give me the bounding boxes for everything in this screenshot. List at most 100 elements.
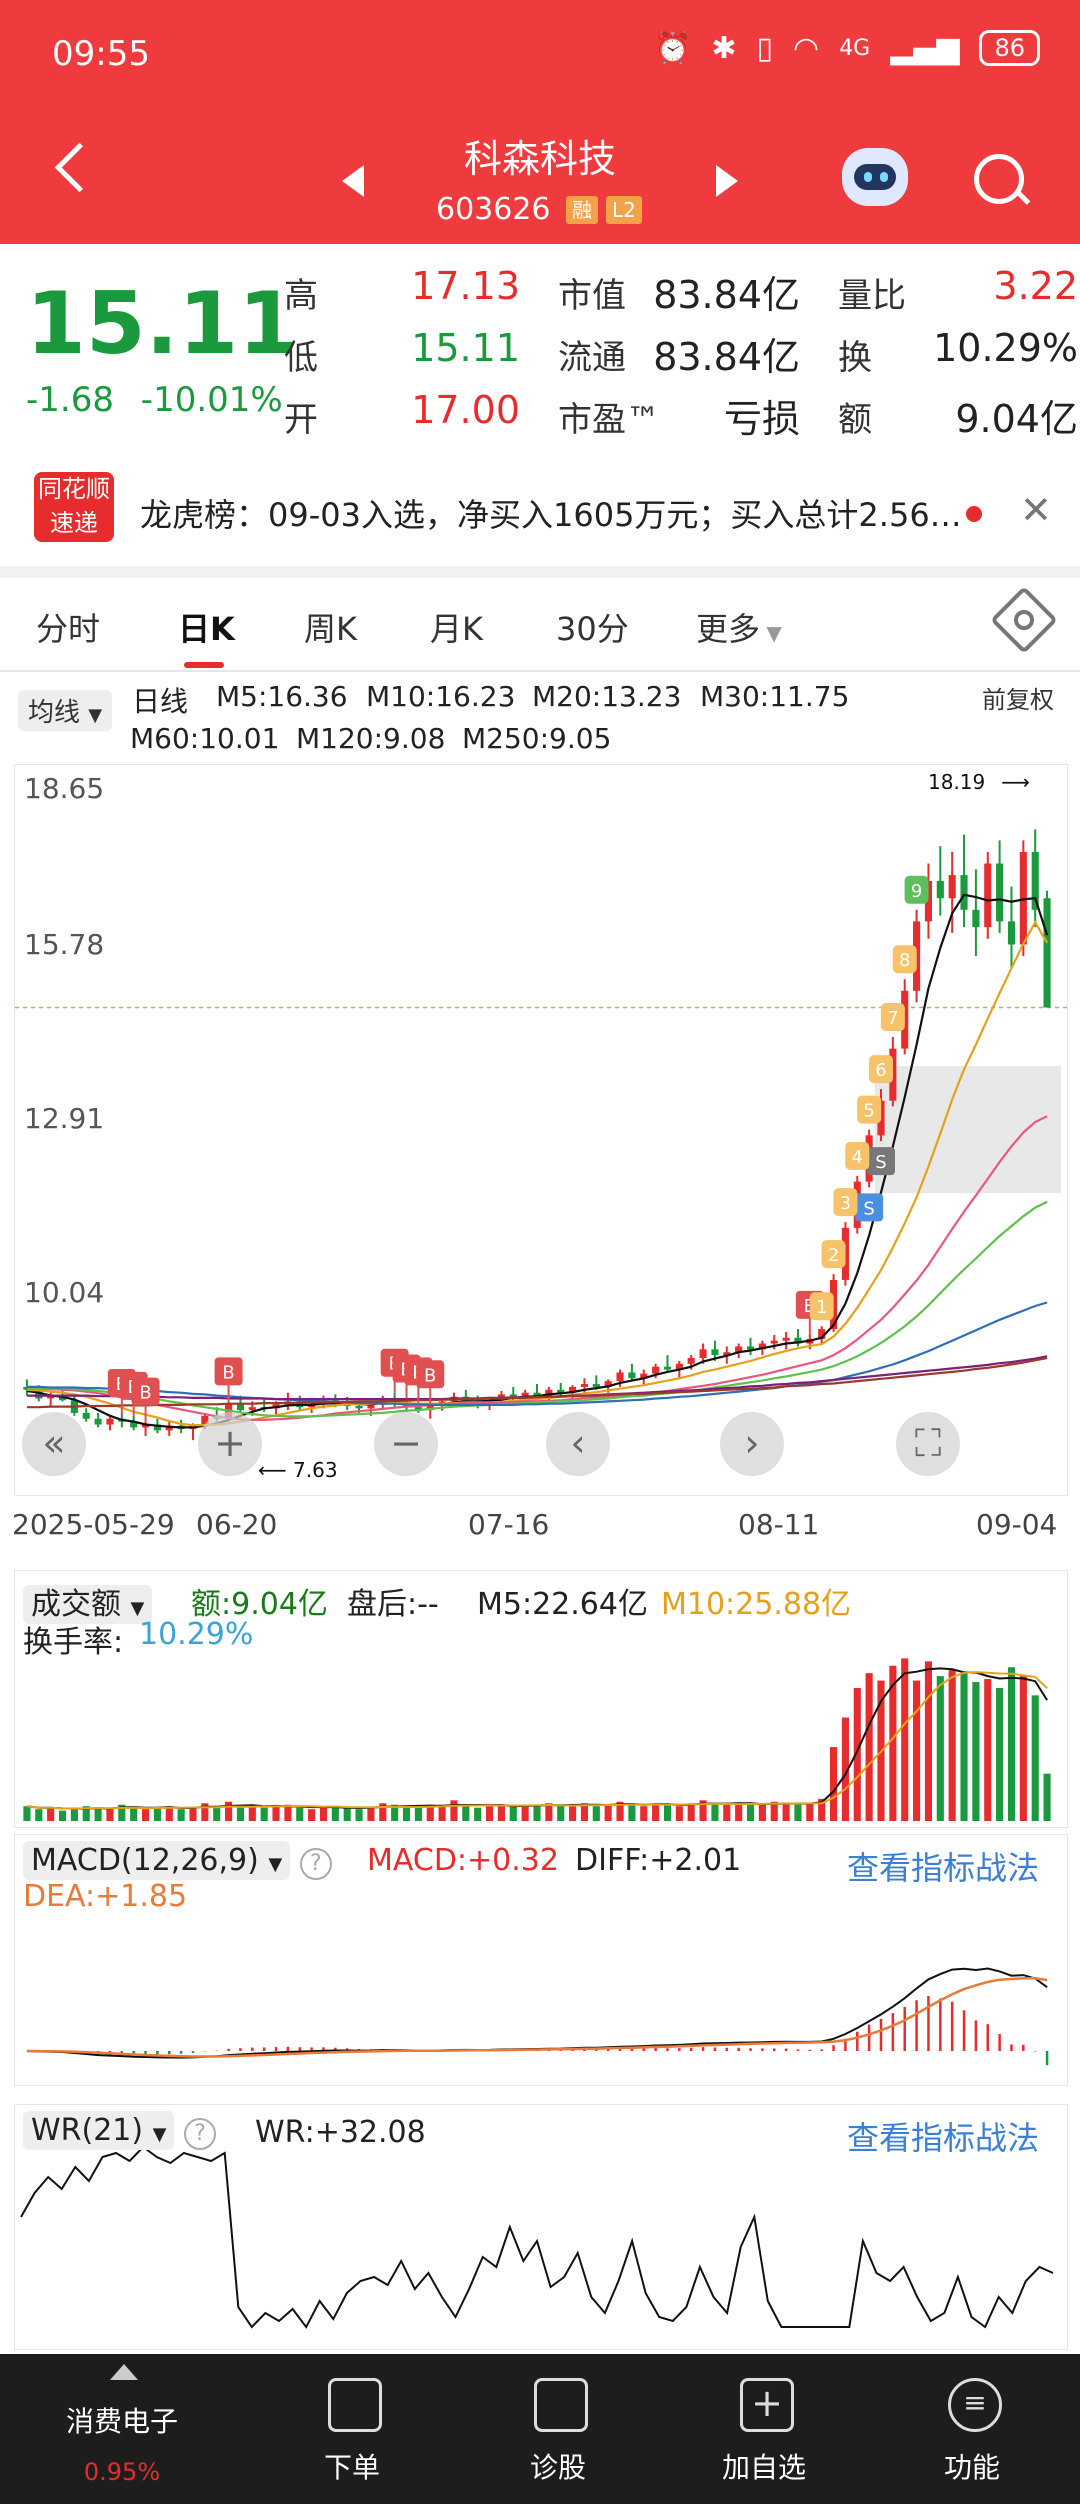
candle-body (984, 863, 992, 928)
volume-bar (35, 1809, 43, 1821)
quote-field-value: 9.04亿 (955, 397, 1078, 441)
tab-weekly-k[interactable]: 周K (304, 610, 357, 648)
ma-line-m10 (26, 920, 1049, 1427)
volume-bar (284, 1804, 292, 1821)
volume-bar (402, 1806, 411, 1821)
fast-back-button[interactable]: « (22, 1412, 86, 1476)
candle-body (782, 1337, 790, 1341)
candle-body (723, 1352, 731, 1356)
volume-m10: M10:25.88亿 (661, 1587, 852, 1622)
candle-body (770, 1340, 778, 1344)
chevron-down-icon: ▼ (88, 705, 103, 726)
quote-field-value: 83.84亿 (653, 273, 800, 317)
period-tabs: 分时 日K 周K 月K 30分 更多 ▼ (0, 578, 1080, 672)
wr-panel[interactable]: WR(21) ▼ ? WR:+32.08 查看指标战法 (14, 2104, 1068, 2350)
volume-bar (758, 1804, 766, 1821)
volume-bar (1043, 1773, 1051, 1821)
volume-bar (984, 1679, 992, 1821)
kline-chart[interactable]: BBBBBBBBBSS123456789 (14, 764, 1068, 1496)
sell-marker-label: S (863, 1198, 874, 1219)
zoom-out-button[interactable]: − (374, 1412, 438, 1476)
candle-body (141, 1424, 150, 1428)
wr-line (20, 2145, 1054, 2329)
search-icon[interactable] (974, 154, 1024, 204)
wr-strategy-link[interactable]: 查看指标战法 (847, 2119, 1040, 2157)
assistant-robot-icon[interactable] (842, 148, 908, 206)
signal-icon: ▂▄▆ (890, 30, 960, 66)
add-icon: + (740, 2378, 794, 2432)
count-marker (857, 1095, 882, 1124)
count-marker-label: 9 (911, 881, 922, 902)
volume-bar (450, 1800, 458, 1821)
candle-body (1031, 851, 1039, 910)
volume-svg (23, 1658, 1051, 1821)
candle-body (521, 1392, 529, 1399)
tab-more[interactable]: 更多 ▼ (696, 604, 782, 650)
sell-marker (867, 1147, 895, 1176)
volume-bar (829, 1747, 838, 1821)
quote-field-label: 换 (838, 338, 872, 378)
next-stock-button[interactable] (716, 165, 738, 197)
scroll-right-button[interactable]: › (720, 1412, 784, 1476)
news-banner[interactable]: 同花顺 速递 龙虎榜：09-03入选，净买入1605万元；买入总计2.56… ✕ (0, 466, 1080, 566)
tab-monthly-k[interactable]: 月K (430, 610, 483, 648)
candle-body (201, 1415, 209, 1425)
volume-bar (367, 1807, 375, 1821)
volume-bar (687, 1803, 695, 1821)
macd-select[interactable]: MACD(12,26,9) ▼ ? (23, 1841, 332, 1880)
volume-bar (201, 1803, 209, 1821)
app-header: 09:55 ⏰ ✱ ▯ ◠ 4G ▂▄▆ 86 科森科技 603626 融 L2 (0, 0, 1080, 244)
volume-bar (592, 1806, 600, 1821)
help-icon[interactable]: ? (184, 2118, 217, 2150)
volume-bar (948, 1670, 956, 1821)
tab-daily-k[interactable]: 日K (178, 610, 235, 648)
volume-panel[interactable]: 成交额 ▼ 额:9.04亿 盘后:-- M5:22.64亿 M10:25.88亿… (14, 1570, 1068, 1828)
volume-bar (343, 1807, 351, 1821)
volume-bar (106, 1809, 114, 1821)
volume-amount: 额:9.04亿 (191, 1587, 328, 1622)
ma5-label: M5:16.36 (216, 680, 348, 713)
battery-indicator: 86 (979, 30, 1040, 66)
macd-strategy-link[interactable]: 查看指标战法 (847, 1849, 1040, 1887)
sector-button[interactable]: 消费电子 0.95% (22, 2354, 222, 2504)
tab-intraday[interactable]: 分时 (36, 610, 101, 648)
diagnose-button[interactable]: 诊股 (458, 2354, 658, 2504)
volume-bar (225, 1801, 233, 1821)
count-marker (892, 945, 917, 974)
candle-body (735, 1346, 743, 1353)
quote-field-value: 亏损 (723, 397, 800, 441)
volume-select[interactable]: 成交额 ▼ (23, 1579, 153, 1624)
add-watchlist-button[interactable]: + 加自选 (664, 2354, 864, 2504)
close-icon[interactable]: ✕ (1020, 488, 1052, 532)
help-icon[interactable]: ? (299, 1848, 332, 1880)
y-tick-label: 18.65 (24, 772, 105, 805)
candle-body (699, 1349, 707, 1359)
candle-body (82, 1412, 90, 1419)
scroll-left-button[interactable]: ‹ (546, 1412, 610, 1476)
volume-bar (474, 1807, 482, 1821)
macd-panel[interactable]: MACD(12,26,9) ▼ ? MACD:+0.32 DIFF:+2.01 … (14, 1834, 1068, 2086)
volume-bar (260, 1807, 268, 1821)
functions-button[interactable]: ≡ 功能 (872, 2354, 1072, 2504)
order-button[interactable]: 下单 (252, 2354, 452, 2504)
zoom-in-button[interactable]: + (198, 1412, 262, 1476)
adjust-mode[interactable]: 前复权 (982, 686, 1054, 714)
stock-code: 603626 (436, 192, 551, 227)
buy-marker-label: B (424, 1365, 436, 1386)
volume-bar (23, 1806, 31, 1821)
volume-bar (841, 1717, 849, 1821)
volume-bar (355, 1809, 363, 1821)
quote-field-value: 3.22 (993, 264, 1078, 308)
volume-bar (616, 1801, 624, 1821)
macd-value: MACD:+0.32 (367, 1843, 559, 1878)
ma-type-select[interactable]: 均线 ▼ (18, 690, 113, 731)
quote-field-label: 低 (284, 338, 318, 378)
fullscreen-button[interactable]: ⛶ (896, 1412, 960, 1476)
chart-settings-icon[interactable] (990, 586, 1058, 654)
tab-30min[interactable]: 30分 (556, 610, 629, 648)
volume-bar (913, 1680, 921, 1821)
candle-body (1007, 921, 1016, 945)
tab-more-label: 更多 (696, 610, 761, 648)
wr-select[interactable]: WR(21) ▼ ? (23, 2111, 217, 2150)
prev-stock-button[interactable] (342, 165, 364, 197)
